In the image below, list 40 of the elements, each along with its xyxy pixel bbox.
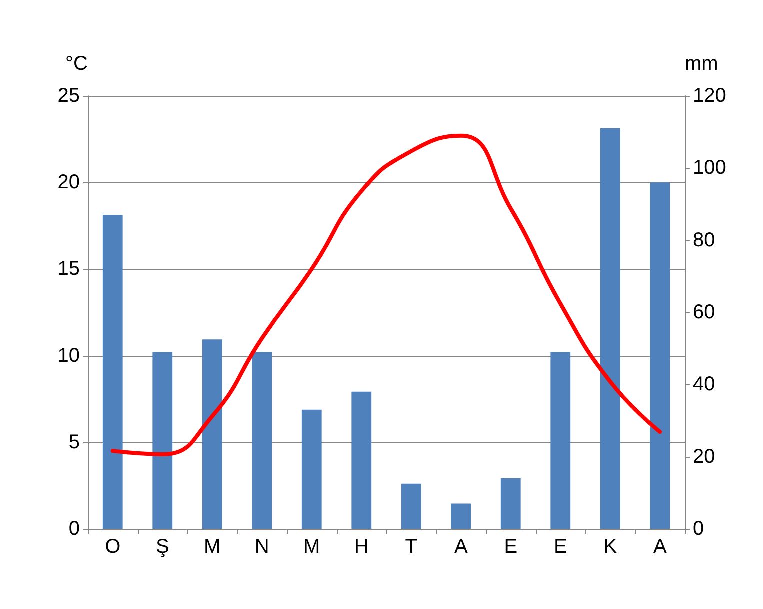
x-tick-label: H <box>354 536 369 558</box>
x-tick-label: Ş <box>156 536 170 558</box>
bar <box>102 215 123 529</box>
y2-tick-label: 0 <box>693 518 704 540</box>
y2-tick-label: 60 <box>693 302 716 324</box>
x-tick-label: O <box>105 536 121 558</box>
bar <box>451 504 472 529</box>
bar <box>202 340 222 529</box>
y2-tick-label: 20 <box>693 446 716 468</box>
bar <box>600 128 620 529</box>
y-tick-label: 20 <box>58 172 80 194</box>
bar <box>550 352 571 529</box>
x-tick-label: M <box>304 536 320 558</box>
x-tick-label: N <box>254 536 270 558</box>
x-tick-label: M <box>204 536 221 558</box>
x-tick-label: E <box>504 536 518 558</box>
x-tick-label: K <box>604 536 618 558</box>
y2-tick-label: 40 <box>693 374 716 396</box>
bar <box>152 352 173 529</box>
y-axis-title: °C <box>66 53 88 75</box>
bar <box>500 478 521 529</box>
y2-tick-label: 100 <box>693 157 726 180</box>
y2-tick-label: 120 <box>693 85 726 107</box>
bar <box>252 352 272 529</box>
x-tick-label: T <box>405 536 418 558</box>
bar <box>650 182 670 529</box>
y-tick-label: 5 <box>68 431 80 454</box>
x-tick-label: E <box>554 536 568 558</box>
y-tick-label: 0 <box>68 518 80 540</box>
bar <box>401 484 422 529</box>
y-tick-label: 25 <box>58 85 80 107</box>
y2-axis-title: mm <box>685 53 718 75</box>
line-series <box>110 134 662 457</box>
x-tick-label: A <box>454 536 468 558</box>
bar <box>352 392 372 529</box>
y-tick-label: 15 <box>58 258 80 280</box>
x-tick-label: A <box>653 536 668 558</box>
y2-tick-label: 80 <box>693 229 716 252</box>
bar <box>302 410 322 529</box>
y-tick-label: 10 <box>58 344 80 367</box>
